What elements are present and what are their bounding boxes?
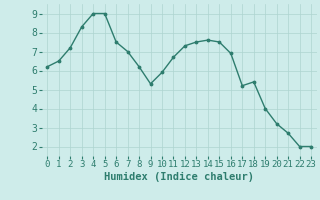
X-axis label: Humidex (Indice chaleur): Humidex (Indice chaleur): [104, 172, 254, 182]
